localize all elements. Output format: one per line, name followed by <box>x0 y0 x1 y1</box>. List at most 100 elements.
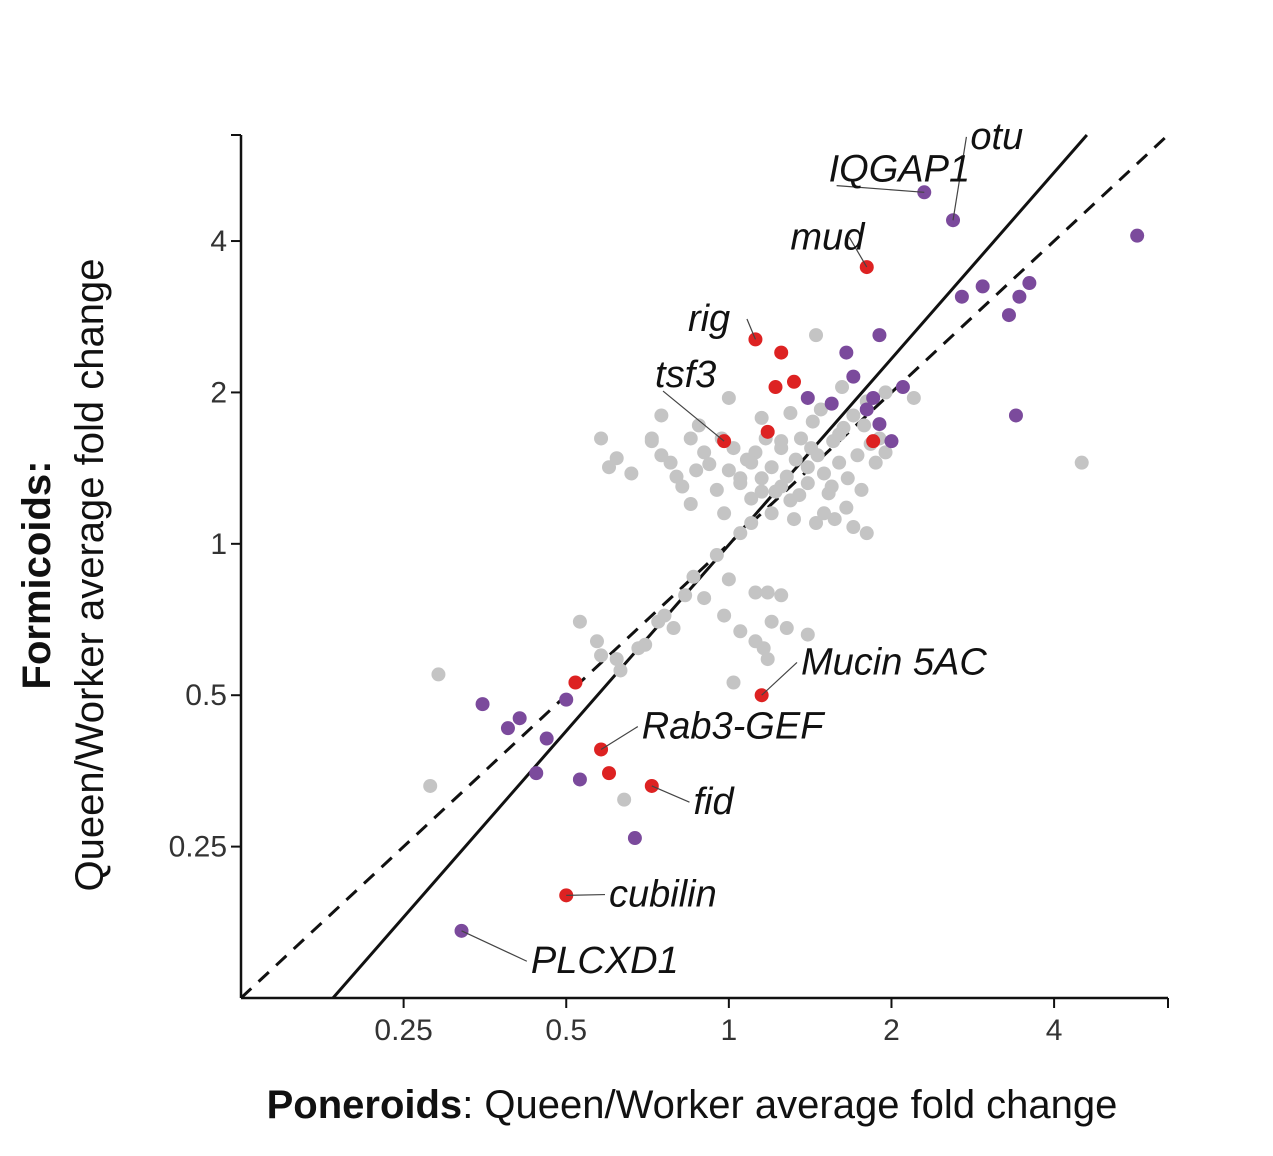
x-tick-label: 0.25 <box>374 1014 432 1047</box>
y-tick-label: 0.5 <box>185 679 227 712</box>
data-points <box>423 185 1145 938</box>
gray-point <box>816 506 831 521</box>
purple-point <box>872 328 887 343</box>
y-tick-label: 0.25 <box>169 831 227 864</box>
gene-label: otu <box>970 116 1023 158</box>
purple-point <box>1130 228 1145 243</box>
gene-label: rig <box>688 298 730 340</box>
y-tick-label: 1 <box>210 528 227 561</box>
purple-point <box>800 390 815 405</box>
x-tick-label: 1 <box>721 1014 738 1047</box>
red-point <box>568 675 583 690</box>
purple-point <box>859 402 874 417</box>
purple-point <box>1008 408 1023 423</box>
gray-point <box>666 621 681 636</box>
gray-point <box>423 778 438 793</box>
gray-point <box>613 663 628 678</box>
purple-point <box>500 721 515 736</box>
gray-point <box>774 588 789 603</box>
gray-point <box>654 408 669 423</box>
purple-point <box>512 711 527 726</box>
gray-point <box>859 526 874 541</box>
leader-line <box>746 318 756 340</box>
gray-point <box>726 675 741 690</box>
gray-point <box>779 621 794 636</box>
gray-point <box>760 652 775 667</box>
x-tick-label: 0.5 <box>545 1014 587 1047</box>
gray-point <box>868 455 883 470</box>
gray-point <box>754 484 769 499</box>
purple-point <box>1012 289 1027 304</box>
leader-line <box>836 185 925 193</box>
gray-point <box>1074 455 1089 470</box>
gray-point <box>678 588 693 603</box>
purple-point <box>824 396 839 411</box>
gray-point <box>816 466 831 481</box>
red-point <box>602 766 617 781</box>
purple-point <box>539 731 554 746</box>
gray-point <box>602 460 617 475</box>
red-point <box>774 345 789 360</box>
gray-point <box>764 614 779 629</box>
gray-point <box>878 385 893 400</box>
gray-point <box>683 497 698 512</box>
gray-point <box>760 585 775 600</box>
gray-point <box>754 471 769 486</box>
gray-point <box>846 408 861 423</box>
y-tick-label: 4 <box>210 225 227 258</box>
purple-point <box>975 279 990 294</box>
x-tick-label: 2 <box>883 1014 900 1047</box>
gray-point <box>697 445 712 460</box>
gray-point <box>824 479 839 494</box>
axes <box>239 135 1168 1000</box>
gray-point <box>644 431 659 446</box>
purple-point <box>475 697 490 712</box>
gray-point <box>589 634 604 649</box>
purple-point <box>1001 308 1016 323</box>
gray-point <box>717 608 732 623</box>
purple-point <box>846 369 861 384</box>
x-tick-label: 4 <box>1046 1014 1063 1047</box>
purple-point <box>1022 276 1037 291</box>
gray-point <box>764 506 779 521</box>
gray-point <box>857 418 872 433</box>
gray-point <box>717 506 732 521</box>
fit-line <box>331 134 1089 999</box>
gray-point <box>840 471 855 486</box>
gray-point <box>683 431 698 446</box>
gray-point <box>813 402 828 417</box>
purple-point <box>559 692 574 707</box>
gray-point <box>846 520 861 535</box>
gray-point <box>744 516 759 531</box>
gray-point <box>675 479 690 494</box>
purple-point <box>895 380 910 395</box>
gray-point <box>733 526 748 541</box>
leader-line <box>848 237 868 268</box>
identity-line <box>239 133 1170 1000</box>
leader-line <box>761 661 798 696</box>
gray-point <box>835 380 850 395</box>
gray-point <box>793 431 808 446</box>
leader-line <box>662 390 725 442</box>
gray-point <box>748 585 763 600</box>
x-axis-title-rest: : Queen/Worker average fold change <box>462 1083 1117 1127</box>
gene-label: fid <box>693 781 735 823</box>
gray-point <box>786 512 801 527</box>
gray-point <box>697 591 712 606</box>
gray-point <box>702 457 717 472</box>
gray-point <box>721 572 736 587</box>
leader-line <box>461 930 528 962</box>
purple-point <box>872 417 887 432</box>
gray-point <box>744 491 759 506</box>
gray-point <box>691 418 706 433</box>
gray-point <box>594 648 609 663</box>
gray-point <box>431 667 446 682</box>
gray-point <box>733 476 748 491</box>
gray-point <box>709 482 724 497</box>
red-point <box>786 374 801 389</box>
gene-label: Mucin 5AC <box>801 641 987 683</box>
gray-point <box>839 500 854 515</box>
axis-ticks: 0.25 0.5 1 2 4 0.25 0.5 1 2 4 <box>169 134 1169 1047</box>
